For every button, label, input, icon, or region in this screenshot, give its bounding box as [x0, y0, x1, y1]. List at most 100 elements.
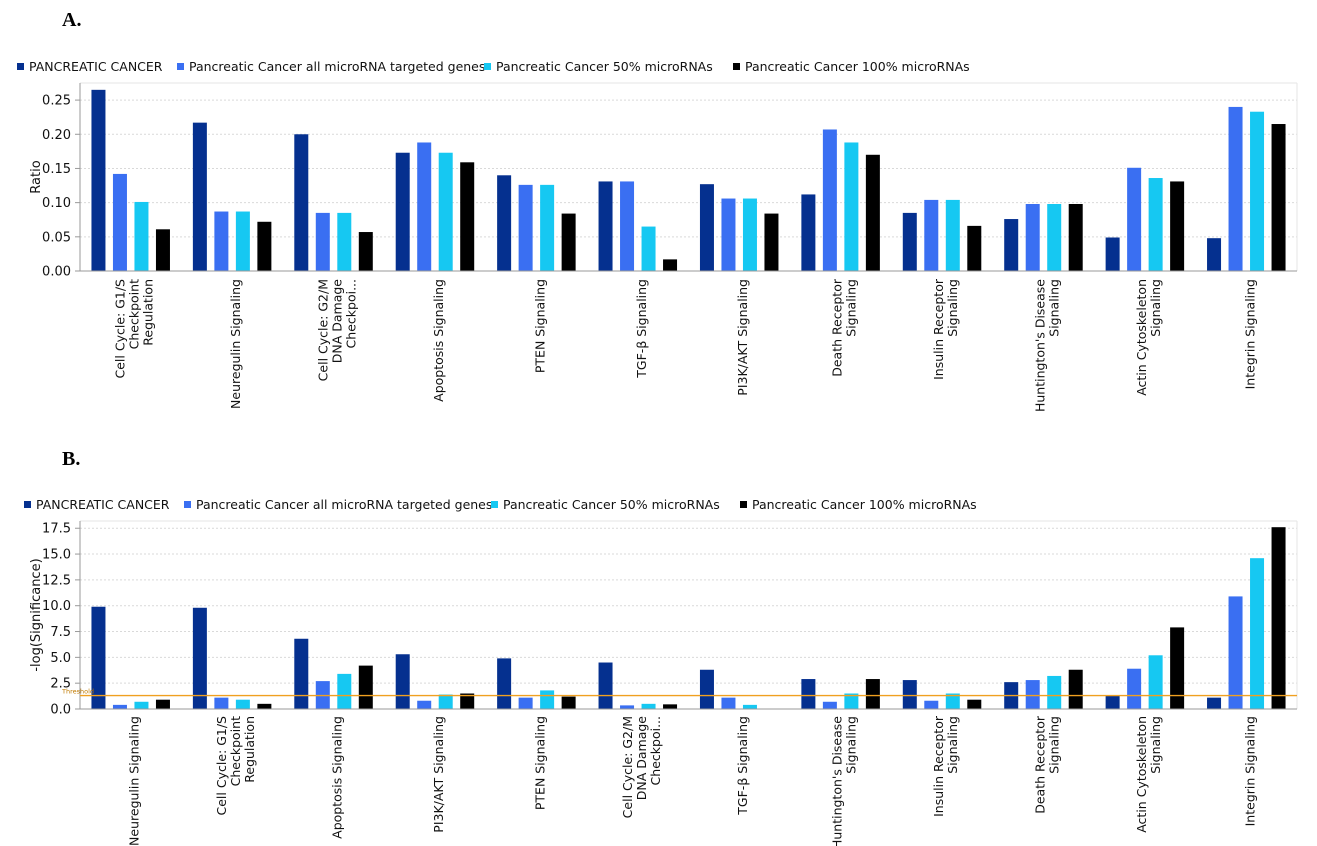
category-label-line: Insulin Receptor — [931, 715, 946, 817]
bar — [865, 154, 880, 271]
category-label: Cell Cycle: G2/MDNA DamageCheckpoi... — [620, 716, 663, 819]
bar — [924, 700, 939, 709]
panel-label-a: A. — [62, 9, 82, 31]
chart-1: PANCREATIC CANCER Pancreatic Cancer all m… — [24, 497, 1298, 846]
bar — [1068, 669, 1083, 709]
legend-swatch — [177, 63, 184, 70]
category-label-line: Death Receptor — [1032, 715, 1047, 814]
category-label-line: Signaling — [844, 279, 859, 337]
legend-label: Pancreatic Cancer 50% microRNAs — [503, 497, 720, 512]
bar — [924, 199, 939, 271]
category-label: Apoptosis Signaling — [431, 279, 446, 402]
legend-swatch — [184, 501, 191, 508]
bar — [1148, 178, 1163, 271]
bar — [497, 175, 512, 271]
bar — [801, 194, 816, 271]
category-label-line: PTEN Signaling — [532, 279, 547, 373]
bar — [721, 198, 736, 271]
bar — [91, 606, 106, 709]
bar — [844, 693, 859, 709]
category-label: PTEN Signaling — [532, 716, 547, 810]
bar — [1228, 596, 1243, 709]
bar — [460, 693, 475, 709]
bar — [801, 679, 816, 709]
bar — [235, 211, 250, 271]
category-label-line: Signaling — [1046, 716, 1061, 774]
category-label-line: Signaling — [945, 279, 960, 337]
bar — [337, 212, 352, 271]
category-label-line: DNA Damage — [634, 716, 649, 801]
bar — [1004, 219, 1019, 271]
bar — [721, 697, 736, 709]
bar — [91, 89, 106, 271]
bar — [460, 162, 475, 271]
category-label: Cell Cycle: G1/SCheckpointRegulation — [113, 279, 156, 379]
category-label-line: Signaling — [1148, 716, 1163, 774]
y-tick-label: 10.0 — [42, 599, 71, 614]
bar — [945, 693, 960, 709]
legend-label: PANCREATIC CANCER — [36, 497, 170, 512]
bar — [1207, 697, 1222, 709]
legend-label: Pancreatic Cancer all microRNA targeted … — [196, 497, 492, 512]
category-label-line: PI3K/AKT Signaling — [431, 716, 446, 833]
category-label-line: Cell Cycle: G1/S — [113, 279, 128, 379]
bar — [417, 142, 432, 271]
bar — [294, 134, 309, 271]
bar — [358, 232, 373, 271]
category-label: Neuregulin Signaling — [228, 279, 243, 409]
category-label-line: TGF-β Signaling — [735, 716, 750, 816]
bar — [945, 199, 960, 271]
bar — [257, 221, 272, 271]
bar — [337, 673, 352, 709]
legend-label: PANCREATIC CANCER — [29, 59, 163, 74]
bar — [699, 669, 714, 709]
bar — [561, 213, 576, 271]
bar — [742, 198, 757, 271]
bar — [112, 173, 127, 271]
bar — [438, 152, 453, 271]
bar — [518, 184, 533, 271]
bar — [1228, 106, 1243, 271]
bar — [518, 697, 533, 709]
y-tick-label: 17.5 — [42, 522, 71, 537]
category-label-line: Checkpoi... — [648, 716, 663, 785]
y-tick-label: 0.25 — [42, 94, 71, 109]
y-tick-label: 7.5 — [50, 625, 71, 640]
bar — [294, 638, 309, 709]
category-label: Huntington's DiseaseSignaling — [830, 716, 859, 846]
category-label-line: Insulin Receptor — [931, 278, 946, 380]
bar — [1047, 675, 1062, 709]
bar — [641, 703, 656, 709]
y-tick-label: 0.0 — [50, 703, 71, 718]
bar — [257, 703, 272, 709]
bar — [1105, 237, 1120, 271]
bar — [438, 694, 453, 709]
category-label: Neuregulin Signaling — [127, 716, 142, 846]
bar — [1250, 111, 1265, 271]
legend-swatch — [484, 63, 491, 70]
bar — [620, 705, 635, 709]
category-label: Cell Cycle: G2/MDNA DamageCheckpoi... — [316, 279, 359, 382]
bar — [1271, 527, 1286, 709]
category-label: Integrin Signaling — [1242, 716, 1257, 826]
bar — [742, 704, 757, 709]
category-label-line: Regulation — [242, 716, 257, 783]
legend-swatch — [733, 63, 740, 70]
category-label-line: Signaling — [945, 716, 960, 774]
category-label-line: PTEN Signaling — [532, 716, 547, 810]
y-tick-label: 0.00 — [42, 265, 71, 280]
category-label-line: Regulation — [141, 279, 156, 346]
legend-swatch — [24, 501, 31, 508]
category-label: Actin CytoskeletonSignaling — [1134, 716, 1163, 833]
category-label-line: Huntington's Disease — [1032, 279, 1047, 412]
bar — [1047, 204, 1062, 271]
legend-label: Pancreatic Cancer 100% microRNAs — [745, 59, 970, 74]
legend-label: Pancreatic Cancer 100% microRNAs — [752, 497, 977, 512]
bar — [540, 690, 555, 709]
category-label: Death ReceptorSignaling — [1032, 715, 1061, 814]
category-label-line: Apoptosis Signaling — [330, 716, 345, 839]
bar — [561, 696, 576, 709]
bar — [395, 152, 410, 271]
bar — [1148, 655, 1163, 709]
